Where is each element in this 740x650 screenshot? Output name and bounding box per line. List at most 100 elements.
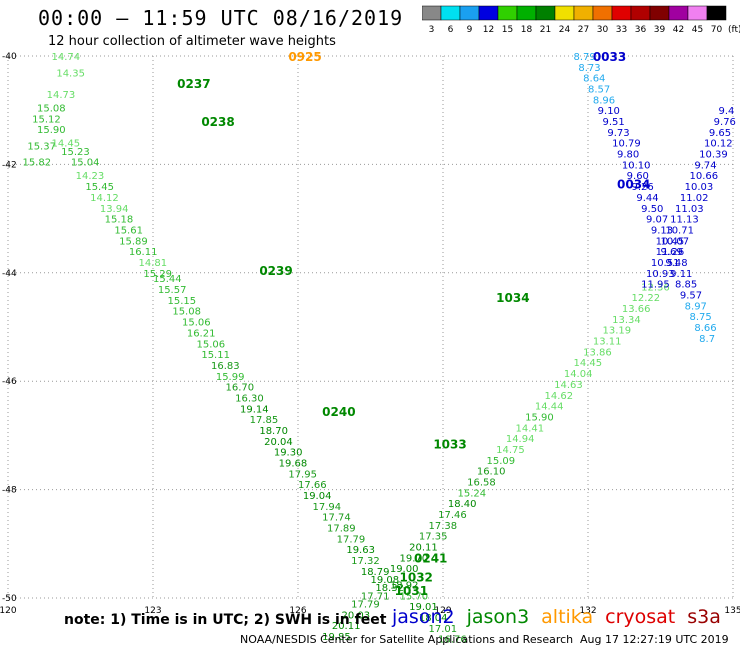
pass-time-label: 0239 xyxy=(259,264,292,278)
wave-height-value: 19.08 xyxy=(371,575,400,586)
x-tick-label: 120 xyxy=(0,606,17,616)
footer-note: note: 1) Time is in UTC; 2) SWH is in fe… xyxy=(64,612,387,628)
wave-height-value: 17.89 xyxy=(327,524,356,535)
y-tick-label: -40 xyxy=(2,52,17,62)
wave-height-value: 20.11 xyxy=(409,543,438,554)
wave-height-value: 13.11 xyxy=(593,337,622,348)
wave-height-value: 19.63 xyxy=(346,545,375,556)
y-tick-label: -44 xyxy=(2,269,17,279)
wave-height-value: 15.45 xyxy=(85,182,114,193)
wave-height-value: 9.76 xyxy=(714,117,736,128)
wave-height-value: 15.70 xyxy=(400,591,429,602)
scale-label: 45 xyxy=(692,25,703,34)
wave-height-value: 9.73 xyxy=(607,128,629,139)
wave-height-value: 15.18 xyxy=(105,215,134,226)
wave-height-value: 14.35 xyxy=(56,68,85,79)
wave-height-value: 10.45 xyxy=(656,236,685,247)
wave-height-value: 18.40 xyxy=(448,499,477,510)
wave-height-value: 19.30 xyxy=(274,448,303,459)
wave-height-value: 9.65 xyxy=(709,128,731,139)
wave-height-value: 12.22 xyxy=(632,293,661,304)
wave-height-value: 9.10 xyxy=(598,106,620,117)
wave-height-value: 17.79 xyxy=(351,599,380,610)
wave-height-value: 8.57 xyxy=(588,85,610,96)
wave-height-value: 8.66 xyxy=(694,323,716,334)
wave-height-value: 20.03 xyxy=(342,610,371,621)
wave-height-value: 18.92 xyxy=(390,580,419,591)
scale-label: 36 xyxy=(635,25,647,34)
wave-height-value: 9.11 xyxy=(670,269,692,280)
wave-height-value: 8.7 xyxy=(699,334,715,345)
pass-time-label: 1032 xyxy=(400,570,433,584)
scale-swatch xyxy=(706,5,727,21)
satellite-legend-jason2: jason2 xyxy=(392,606,455,628)
satellite-legend: jason2 jason3 altika cryosat s3a xyxy=(392,606,733,628)
wave-height-value: 19.85 xyxy=(322,632,351,643)
wave-height-value: 13.19 xyxy=(603,326,632,337)
credit-line: NOAA/NESDIS Center for Satellite Applica… xyxy=(240,633,574,646)
wave-height-value: 14.04 xyxy=(564,369,593,380)
x-tick-label: 135 xyxy=(724,606,740,616)
wave-height-value: 10.12 xyxy=(704,139,733,150)
wave-height-value: 15.08 xyxy=(172,307,201,318)
wave-height-value: 9.60 xyxy=(627,171,649,182)
wave-height-value: 15.99 xyxy=(216,372,245,383)
wave-height-value: 20.11 xyxy=(332,621,361,632)
scale-label: 18 xyxy=(521,25,533,34)
wave-height-value: 14.73 xyxy=(47,90,76,101)
page-subtitle: 12 hour collection of altimeter wave hei… xyxy=(48,34,336,49)
scale-label: 27 xyxy=(578,25,589,34)
wave-height-value: 18.79 xyxy=(361,567,390,578)
wave-height-value: 15.90 xyxy=(525,412,554,423)
wave-height-value: 8.79 xyxy=(574,52,596,63)
wave-height-value: 8.64 xyxy=(583,74,605,85)
wave-height-value: 9.26 xyxy=(632,182,654,193)
wave-height-value: 15.04 xyxy=(71,158,100,169)
wave-height-value: 9.50 xyxy=(641,204,663,215)
wave-height-value: 12.36 xyxy=(641,282,670,293)
wave-height-value: 17.74 xyxy=(322,513,351,524)
pass-time-label: 0238 xyxy=(201,115,234,129)
page-title: 00:00 – 11:59 UTC 08/16/2019 xyxy=(38,6,404,30)
wave-height-value: 8.73 xyxy=(578,63,600,74)
wave-height-value: 15.57 xyxy=(158,285,187,296)
wave-height-value: 14.23 xyxy=(76,171,105,182)
pass-time-label: 0237 xyxy=(177,77,210,91)
scale-label: 9 xyxy=(467,25,473,34)
wave-height-value: 15.12 xyxy=(32,114,61,125)
wave-height-value: 15.90 xyxy=(37,125,66,136)
wave-height-value: 10.10 xyxy=(622,160,651,171)
wave-height-value: 11.02 xyxy=(680,193,709,204)
scale-label: 3 xyxy=(429,25,435,34)
generation-timestamp: Aug 17 12:27:19 UTC 2019 xyxy=(580,633,729,646)
wave-height-value: 16.21 xyxy=(187,328,216,339)
pass-time-label: 0241 xyxy=(414,551,447,565)
pass-time-label: 1033 xyxy=(433,438,466,452)
y-tick-label: -42 xyxy=(2,160,17,170)
wave-height-value: 10.03 xyxy=(685,182,714,193)
wave-height-value: 15.08 xyxy=(37,103,66,114)
wave-height-value: 10.71 xyxy=(665,225,694,236)
wave-height-value: 14.63 xyxy=(554,380,583,391)
wave-height-value: 14.75 xyxy=(496,445,525,456)
scale-label: 42 xyxy=(673,25,684,34)
wave-height-value: 14.41 xyxy=(516,423,545,434)
wave-height-value: 19.14 xyxy=(240,404,269,415)
wave-height-value: 8.96 xyxy=(593,95,615,106)
wave-height-value: 14.44 xyxy=(535,402,564,413)
wave-height-value: 19.00 xyxy=(390,564,419,575)
x-tick-label: 126 xyxy=(289,606,306,616)
scale-label: 15 xyxy=(502,25,513,34)
wave-height-value: 13.86 xyxy=(583,347,612,358)
wave-height-value: 18.04 xyxy=(419,613,448,624)
wave-height-value: 14.45 xyxy=(52,139,81,150)
wave-height-value: 11.13 xyxy=(670,215,699,226)
wave-height-value: 9.48 xyxy=(665,258,687,269)
wave-height-value: 15.89 xyxy=(119,236,148,247)
wave-height-value: 17.66 xyxy=(298,480,327,491)
wave-height-value: 11.03 xyxy=(675,204,704,215)
wave-height-value: 10.51 xyxy=(651,258,680,269)
wave-height-value: 11.26 xyxy=(656,247,685,258)
wave-height-value: 17.94 xyxy=(313,502,342,513)
